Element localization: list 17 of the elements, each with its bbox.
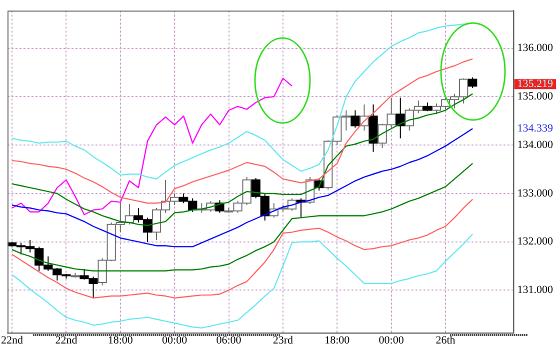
y-tick-label: 133.000 <box>517 187 554 200</box>
x-tick-label: 00:00 <box>162 334 188 346</box>
x-tick-label: 00:00 <box>378 334 404 346</box>
x-tick-label: 18:00 <box>324 334 350 346</box>
text: 134.339 <box>517 122 554 135</box>
y-tick-label: 135.000 <box>517 90 554 103</box>
y-tick-label: 136.000 <box>517 42 554 54</box>
x-tick-label: 23rd <box>272 334 294 346</box>
x-tick-label: 22nd <box>1 334 24 346</box>
y-tick-label: 134.000 <box>517 138 554 151</box>
text: 135.219 <box>517 78 554 90</box>
x-tick-label: 22nd <box>55 334 78 346</box>
x-tick-label: 26th <box>436 334 456 346</box>
y-tick-label: 132.000 <box>517 236 554 248</box>
x-tick-label: 06:00 <box>216 334 242 346</box>
y-tick-label: 131.000 <box>517 284 554 296</box>
x-tick-label: 18:00 <box>108 334 134 346</box>
